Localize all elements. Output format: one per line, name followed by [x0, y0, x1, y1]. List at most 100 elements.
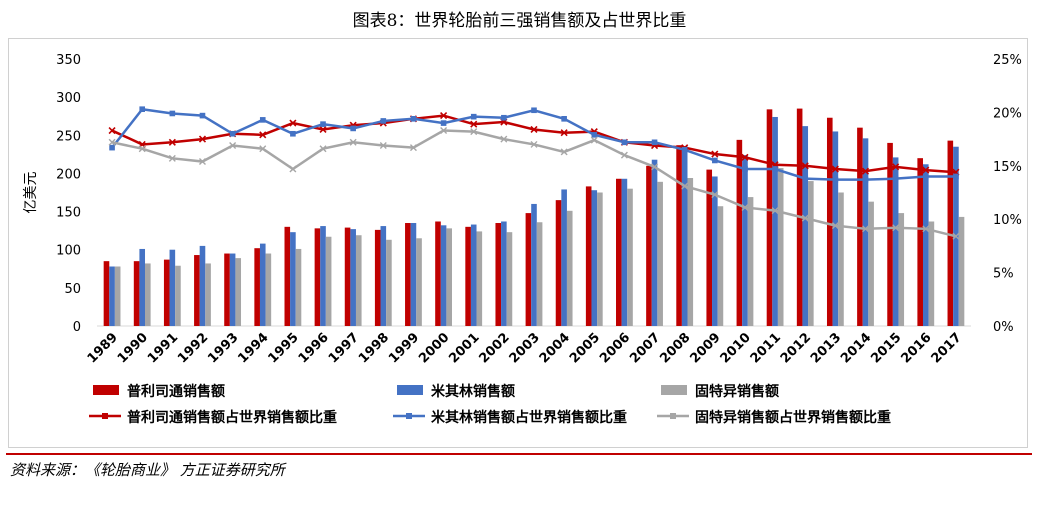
bar-2-1996	[325, 236, 332, 326]
line-point-1-2005	[591, 132, 598, 138]
bar-2-2000	[446, 228, 452, 326]
bar-2-1997	[355, 235, 362, 326]
x-tick-label: 2006	[597, 330, 633, 366]
y-tick-label: 300	[56, 91, 81, 106]
bar-2-2006	[627, 188, 633, 326]
x-tick-label: 2011	[748, 330, 784, 366]
bar-0-2011	[766, 109, 773, 326]
bar-0-2014	[857, 127, 863, 326]
line-point-0-2004	[560, 129, 568, 137]
y-tick-label: 150	[56, 206, 81, 221]
x-tick-label: 2016	[898, 330, 934, 366]
line-point-2-2016	[922, 225, 930, 233]
bar-0-2004	[555, 200, 562, 326]
line-point-2-2009	[711, 191, 719, 199]
bar-1-2010	[742, 155, 748, 326]
legend-marker-4	[406, 413, 412, 419]
bar-1-2008	[681, 145, 688, 326]
bar-0-1996	[314, 228, 321, 326]
line-point-0-1991	[168, 138, 176, 146]
line-point-1-1998	[380, 118, 387, 124]
bar-0-1999	[405, 223, 411, 326]
source-divider	[6, 453, 1032, 455]
bar-0-1994	[254, 248, 260, 326]
x-tick-label: 1998	[356, 330, 392, 366]
bar-0-2009	[706, 169, 713, 326]
bar-0-2002	[495, 223, 502, 326]
bar-2-2004	[566, 210, 573, 326]
bar-2-1995	[295, 248, 302, 326]
bar-0-2005	[585, 186, 592, 326]
x-tick-labels: 1989199019911992199319941995199619971998…	[85, 330, 965, 366]
bar-1-2015	[892, 157, 899, 326]
bar-2-1991	[175, 265, 181, 326]
legend-label-2: 固特异销售额	[695, 383, 779, 400]
bar-1-1999	[410, 223, 417, 326]
bar-1-1990	[139, 248, 146, 326]
bar-1-1998	[380, 226, 387, 326]
line-point-2-2012	[801, 214, 809, 222]
bar-1-2009	[712, 176, 718, 326]
line-point-1-1990	[139, 106, 146, 112]
legend-label-0: 普利司通销售额	[127, 383, 225, 400]
line-point-2-1995	[289, 165, 297, 173]
bar-0-1989	[103, 261, 110, 326]
bar-1-2011	[772, 116, 778, 326]
axes: 0 50 100 150 200 250 300 350 0% 5% 10% 15% 20% 25% 亿美元	[23, 53, 1022, 335]
x-tick-label: 1989	[85, 330, 121, 366]
bar-2-1989	[114, 266, 121, 326]
bar-1-1993	[229, 253, 236, 326]
bar-2-2002	[506, 232, 513, 326]
line-point-1-2000	[440, 120, 447, 126]
line-point-0-1994	[259, 131, 267, 139]
bar-0-2015	[887, 142, 893, 326]
bar-1-1997	[350, 229, 356, 326]
bar-1-2005	[591, 190, 598, 326]
bar-1-1995	[290, 232, 296, 326]
line-point-1-2017	[953, 173, 959, 180]
bar-2-2010	[747, 197, 754, 326]
line-point-0-1996	[319, 125, 327, 134]
line-point-2-2007	[651, 163, 659, 171]
legend-label-5: 固特异销售额占世界销售额比重	[695, 409, 891, 426]
x-tick-label: 1996	[296, 330, 332, 366]
x-tick-label: 2008	[657, 330, 693, 366]
line-point-2-1998	[379, 142, 387, 150]
y2-tick-label: 10%	[993, 213, 1022, 228]
line-point-2-2013	[831, 222, 839, 230]
line-point-0-2010	[741, 153, 749, 161]
bar-1-2014	[862, 138, 869, 326]
chart-title: 图表8：世界轮胎前三强销售额及占世界比重	[352, 11, 687, 31]
line-point-2-1990	[138, 145, 146, 153]
line-point-0-2003	[530, 125, 538, 134]
bar-0-1992	[194, 255, 200, 326]
line-point-2-2004	[560, 148, 568, 156]
y2-tick-label: 0%	[993, 320, 1014, 335]
line-point-0-1995	[289, 119, 297, 127]
x-tick-label: 2017	[929, 330, 965, 366]
bar-1-1991	[169, 249, 176, 326]
bar-2-2015	[898, 213, 905, 326]
line-point-1-2008	[681, 146, 688, 153]
line-point-1-2007	[651, 139, 658, 146]
x-tick-label: 2015	[868, 330, 904, 366]
line-point-1-2004	[561, 116, 567, 122]
line-point-2-2006	[620, 151, 628, 159]
bar-2-2005	[597, 192, 603, 326]
x-tick-label: 2001	[446, 330, 482, 366]
bar-1-2016	[922, 164, 929, 326]
line-point-0-2000	[440, 112, 448, 120]
source-note: 资料来源：《轮胎商业》 方正证券研究所	[10, 461, 285, 479]
line-point-1-2011	[772, 166, 778, 172]
line-point-1-1989	[109, 144, 115, 151]
bar-0-1990	[133, 261, 140, 326]
line-point-2-2010	[741, 203, 749, 211]
line-point-2-2005	[590, 136, 598, 144]
bar-2-1994	[265, 253, 272, 326]
bar-0-2016	[917, 158, 923, 326]
legend-label-1: 米其林销售额	[431, 383, 515, 400]
line-point-1-1995	[290, 130, 296, 137]
line-point-2-2014	[862, 225, 870, 233]
bar-1-2000	[440, 225, 447, 326]
x-tick-label: 2013	[808, 330, 844, 366]
